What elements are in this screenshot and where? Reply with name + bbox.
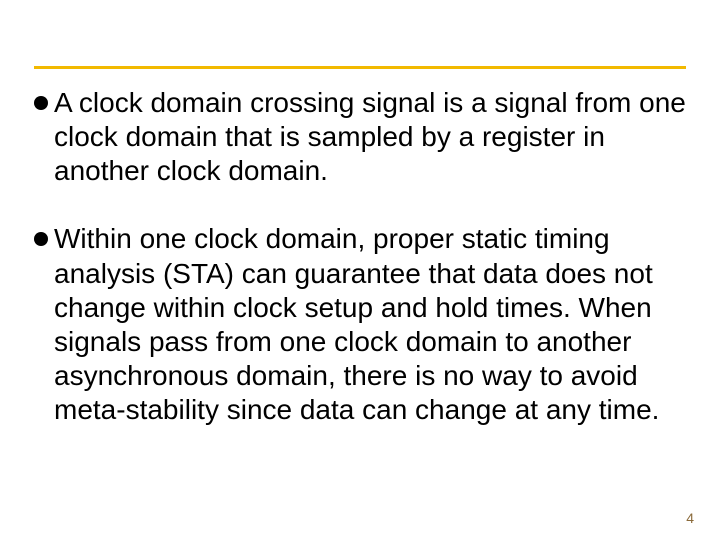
bullet-marker <box>34 232 48 246</box>
slide-body: A clock domain crossing signal is a sign… <box>34 86 686 461</box>
title-divider <box>34 66 686 69</box>
bullet-item: Within one clock domain, proper static t… <box>34 222 686 427</box>
bullet-item: A clock domain crossing signal is a sign… <box>34 86 686 188</box>
bullet-text: Within one clock domain, proper static t… <box>54 222 686 427</box>
bullet-text: A clock domain crossing signal is a sign… <box>54 86 686 188</box>
page-number: 4 <box>686 510 694 526</box>
bullet-marker <box>34 96 48 110</box>
